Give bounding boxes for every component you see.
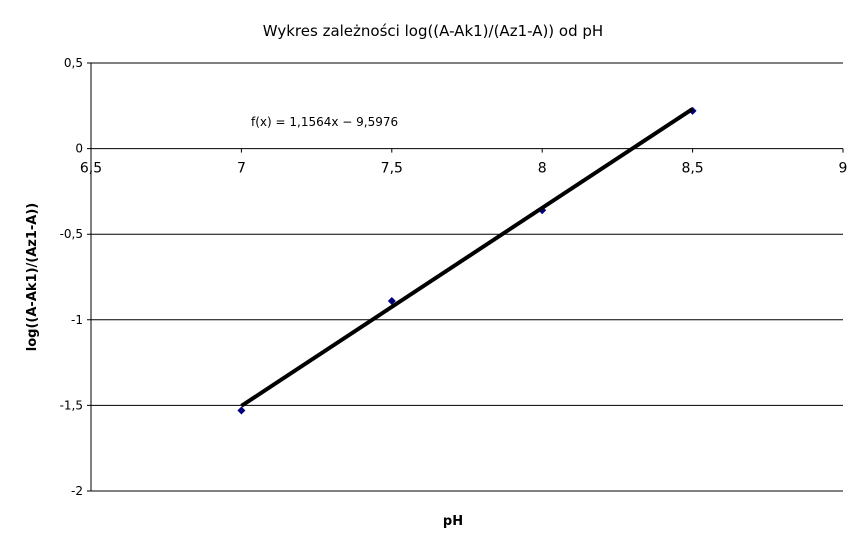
y-axis-label: log((A-Ak1)/(Az1-A)) (25, 203, 40, 351)
trendline-equation: f(x) = 1,1564x − 9,5976 (251, 115, 398, 129)
x-tick-label: 7,5 (381, 161, 403, 177)
data-point (387, 296, 396, 305)
y-tick-label: -0,5 (60, 227, 83, 241)
x-axis-label: pH (443, 514, 463, 529)
x-tick-label: 7 (237, 161, 246, 177)
y-tick-label: 0 (75, 142, 83, 156)
y-tick-label: -1,5 (60, 398, 83, 412)
y-tick-label: 0,5 (64, 56, 83, 70)
data-point (237, 406, 246, 415)
y-tick-label: -1 (71, 313, 83, 327)
x-tick-label: 6,5 (80, 161, 102, 177)
x-tick-label: 9 (839, 161, 848, 177)
chart-title: Wykres zależności log((A-Ak1)/(Az1-A)) o… (263, 22, 603, 40)
trendline (240, 107, 694, 408)
y-tick-label: -2 (71, 484, 83, 498)
x-tick-label: 8 (538, 161, 547, 177)
x-tick-label: 8,5 (681, 161, 703, 177)
